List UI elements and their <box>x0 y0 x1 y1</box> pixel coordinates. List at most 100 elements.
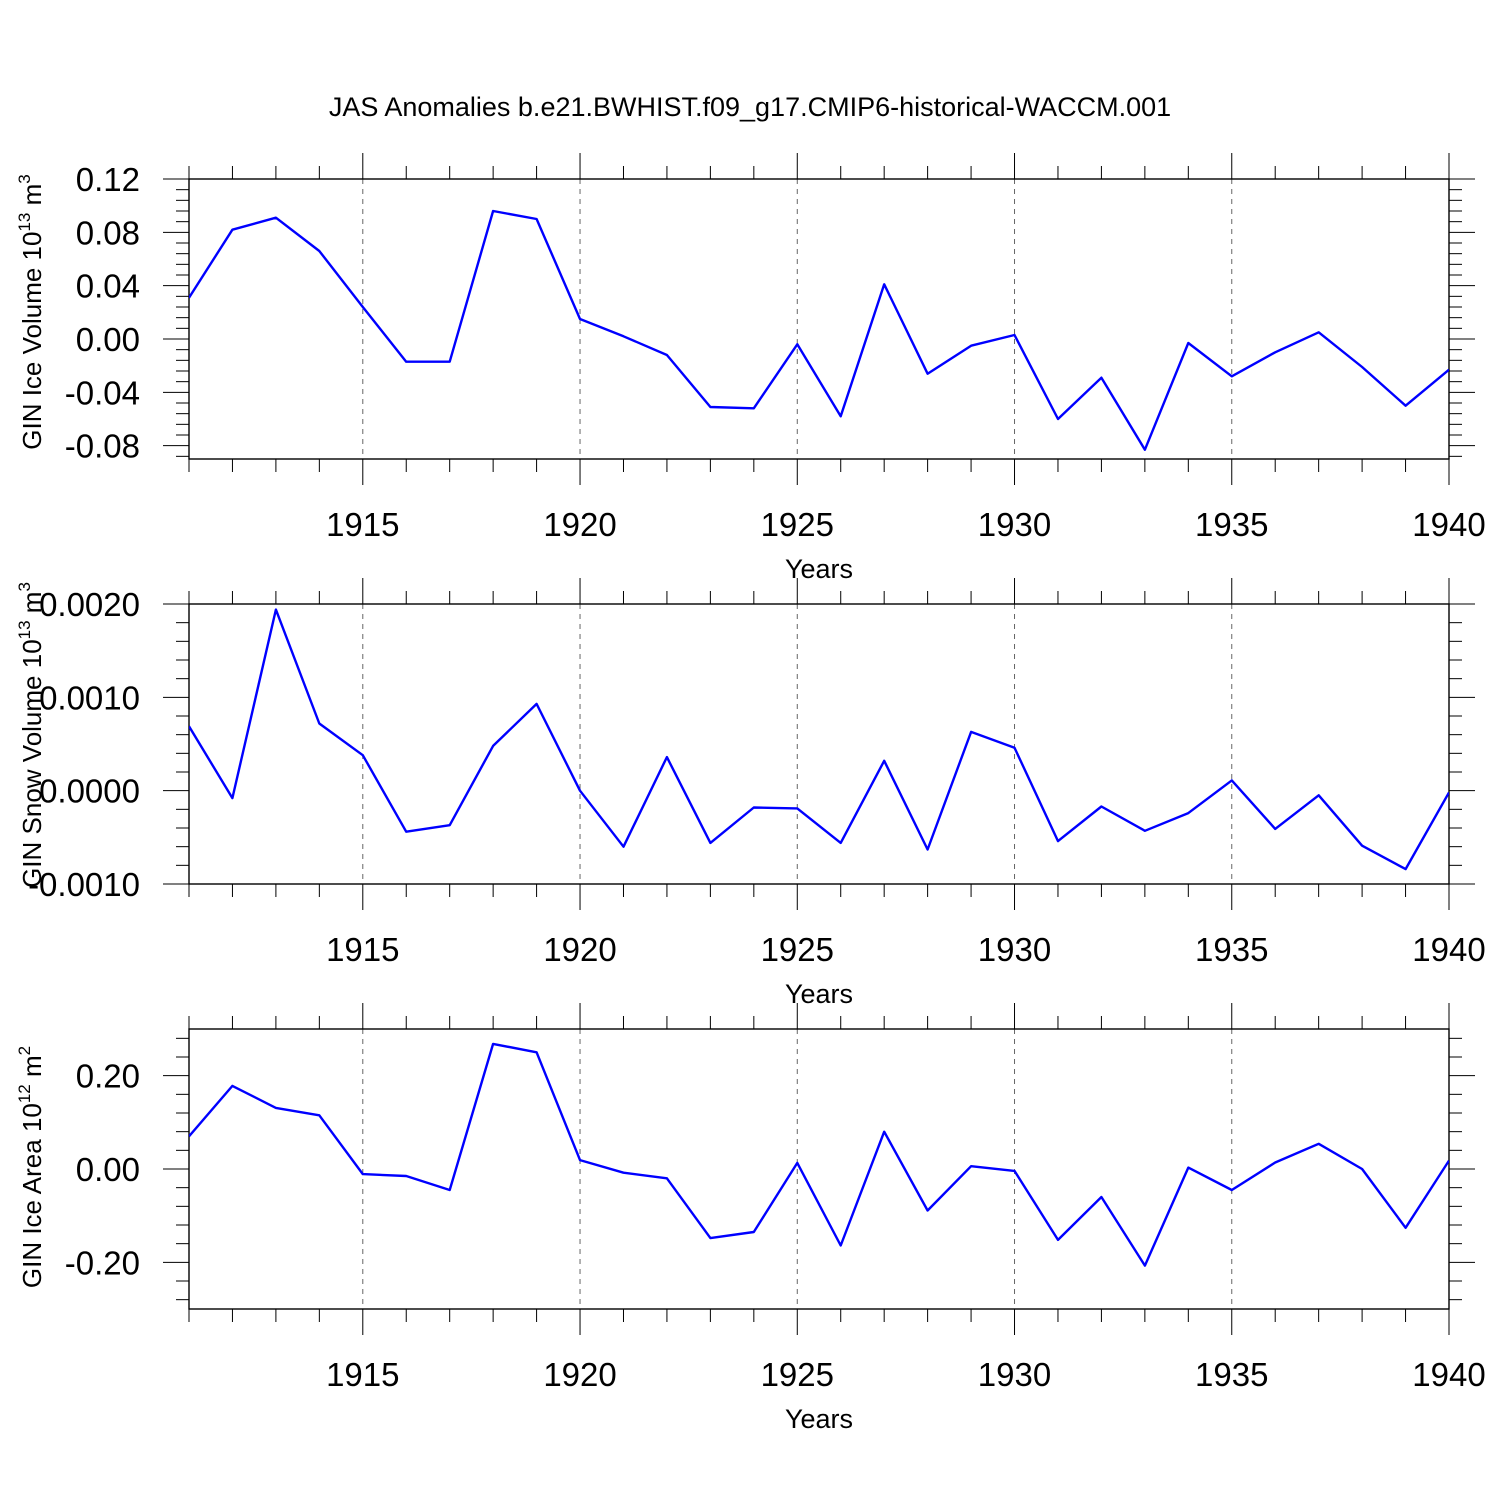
data-point-1934 <box>1186 341 1190 345</box>
data-point-1916 <box>404 1174 408 1178</box>
data-point-1933 <box>1143 1264 1147 1268</box>
x-tick-label-1935: 1935 <box>1195 506 1268 543</box>
data-point-1930 <box>1013 1169 1017 1173</box>
data-point-1913 <box>274 216 278 220</box>
data-point-1928 <box>926 1209 930 1213</box>
data-point-1934 <box>1186 1166 1190 1170</box>
data-point-1929 <box>969 730 973 734</box>
data-point-1932 <box>1099 1195 1103 1199</box>
y-tick-label: -0.04 <box>65 374 140 411</box>
data-point-1939 <box>1404 1226 1408 1230</box>
data-point-1919 <box>535 1050 539 1054</box>
x-tick-label-1925: 1925 <box>761 1356 834 1393</box>
data-point-1918 <box>491 744 495 748</box>
data-point-1940 <box>1447 368 1451 372</box>
data-point-1923 <box>708 1236 712 1240</box>
data-point-1921 <box>621 1171 625 1175</box>
data-point-1920 <box>578 317 582 321</box>
data-point-1927 <box>882 282 886 286</box>
data-point-1930 <box>1013 333 1017 337</box>
data-point-1935 <box>1230 374 1234 378</box>
data-series-line <box>189 1042 1449 1267</box>
x-tick-label-1920: 1920 <box>543 506 616 543</box>
y-tick-label: 0.0000 <box>39 773 140 810</box>
data-point-1914 <box>317 249 321 253</box>
data-point-1916 <box>404 830 408 834</box>
x-tick-label-1940: 1940 <box>1412 506 1485 543</box>
y-tick-label: -0.20 <box>65 1244 140 1281</box>
data-point-1933 <box>1143 829 1147 833</box>
y-tick-label: 0.08 <box>76 214 140 251</box>
data-point-1916 <box>404 360 408 364</box>
y-axis-label: GIN Ice Area 1012 m2 <box>15 1046 47 1288</box>
data-point-1929 <box>969 344 973 348</box>
data-point-1934 <box>1186 811 1190 815</box>
data-point-1911 <box>187 724 191 728</box>
data-point-1927 <box>882 1130 886 1134</box>
y-axis-label-sup: 3 <box>15 582 34 591</box>
x-tick-label-1925: 1925 <box>761 506 834 543</box>
data-point-1939 <box>1404 404 1408 408</box>
y-axis-label: GIN Snow Volume 1013 m3 <box>15 582 47 888</box>
panel-1: 0.12 0.08 0.04 0.00 -0.04 -0.08 1915 1920 1925 19… <box>15 153 1486 584</box>
y-tick-label: 0.00 <box>76 321 140 358</box>
y-axis-label-part: m <box>17 592 47 621</box>
data-point-1914 <box>317 721 321 725</box>
data-point-1915 <box>361 753 365 757</box>
y-axis-label-part: m <box>17 184 47 213</box>
plot-frame <box>188 1028 1450 1310</box>
data-point-1923 <box>708 841 712 845</box>
x-tick-label-1925: 1925 <box>761 931 834 968</box>
data-point-1931 <box>1056 417 1060 421</box>
data-point-1939 <box>1404 867 1408 871</box>
data-series-line <box>189 209 1449 451</box>
y-tick-label: 0.12 <box>76 161 140 198</box>
data-point-1924 <box>752 1230 756 1234</box>
y-tick-label: -0.08 <box>65 428 140 465</box>
data-point-1931 <box>1056 839 1060 843</box>
x-tick-label-1930: 1930 <box>978 506 1051 543</box>
plot-frame <box>188 603 1450 885</box>
data-point-1911 <box>187 296 191 300</box>
data-point-1926 <box>839 1244 843 1248</box>
data-point-1918 <box>491 209 495 213</box>
y-axis-label-sup: 2 <box>15 1046 34 1055</box>
y-tick-label: -0.0010 <box>28 866 140 903</box>
data-point-1925 <box>795 1161 799 1165</box>
y-tick-label: 0.0010 <box>39 679 140 716</box>
data-point-1914 <box>317 1113 321 1117</box>
data-point-1930 <box>1013 746 1017 750</box>
y-tick-label: 0.00 <box>76 1151 140 1188</box>
x-tick-label-1915: 1915 <box>326 506 399 543</box>
data-point-1913 <box>274 1106 278 1110</box>
data-point-1922 <box>665 1176 669 1180</box>
data-point-1917 <box>448 1188 452 1192</box>
x-tick-label-1935: 1935 <box>1195 1356 1268 1393</box>
data-point-1936 <box>1273 827 1277 831</box>
data-point-1928 <box>926 372 930 376</box>
data-point-1926 <box>839 841 843 845</box>
data-point-1923 <box>708 405 712 409</box>
data-point-1940 <box>1447 791 1451 795</box>
data-point-1911 <box>187 1134 191 1138</box>
x-tick-label-1930: 1930 <box>978 931 1051 968</box>
y-axis-label-sup: 13 <box>15 620 34 639</box>
data-point-1936 <box>1273 1160 1277 1164</box>
data-point-1932 <box>1099 805 1103 809</box>
x-tick-label-1920: 1920 <box>543 1356 616 1393</box>
x-tick-label-1940: 1940 <box>1412 1356 1485 1393</box>
y-axis-label-sup: 12 <box>15 1084 34 1103</box>
data-point-1922 <box>665 755 669 759</box>
x-tick-label-1920: 1920 <box>543 931 616 968</box>
data-point-1932 <box>1099 376 1103 380</box>
y-tick-label: 0.0020 <box>39 586 140 623</box>
data-point-1919 <box>535 217 539 221</box>
panel-3: 0.20 0.00 -0.20 1915 1920 1925 1930 1935 1940 Yea… <box>15 1003 1486 1434</box>
data-series-line <box>189 608 1449 871</box>
data-point-1928 <box>926 847 930 851</box>
data-point-1929 <box>969 1164 973 1168</box>
data-point-1919 <box>535 702 539 706</box>
y-axis-label-sup: 13 <box>15 213 34 232</box>
y-axis-label-sup: 3 <box>15 174 34 183</box>
data-point-1935 <box>1230 1188 1234 1192</box>
